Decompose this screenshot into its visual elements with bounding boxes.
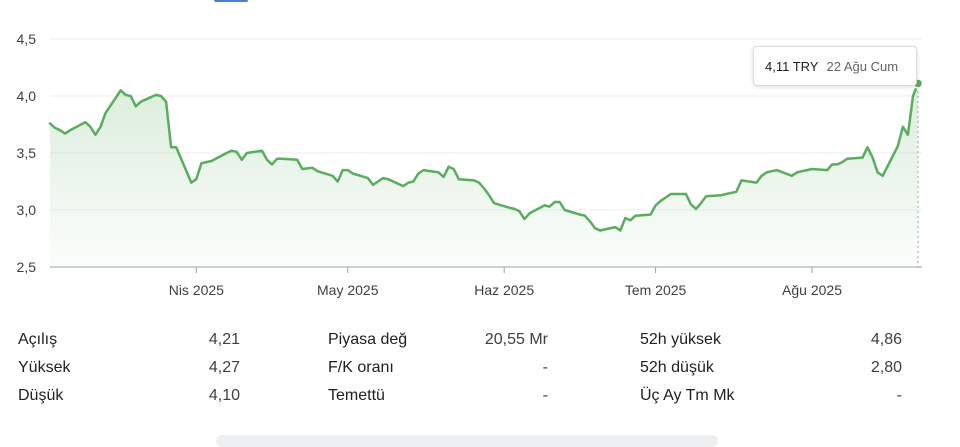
stat-value: 4,27 — [208, 359, 240, 376]
y-tick-label: 2,5 — [17, 259, 37, 275]
x-axis: Nis 2025 May 2025 Haz 2025 Tem 2025 Ağu 2025 — [169, 267, 842, 298]
stats-row: Yüksek 4,27 F/K oranı - 52h düşük 2,80 — [18, 354, 902, 382]
stat-value: - — [542, 387, 548, 404]
stat-label: Yüksek — [18, 359, 71, 376]
stat-52w-low: 52h düşük 2,80 — [640, 359, 902, 377]
y-tick-label: 3,5 — [17, 145, 37, 161]
stat-open: Açılış 4,21 — [18, 331, 240, 349]
stats-row: Açılış 4,21 Piyasa değ 20,55 Mr 52h yüksek… — [18, 326, 902, 354]
y-tick-label: 3,0 — [17, 202, 37, 218]
stat-pe-ratio: F/K oranı - — [328, 359, 548, 377]
top-tab-indicator — [214, 0, 248, 2]
x-tick-label: Tem 2025 — [625, 282, 687, 298]
stat-value: 20,55 Mr — [484, 331, 548, 348]
stat-low: Düşük 4,10 — [18, 387, 240, 405]
bottom-scroll-bar — [216, 435, 718, 447]
stat-label: Temettü — [328, 387, 385, 404]
stat-dividend: Temettü - — [328, 387, 548, 405]
price-chart[interactable]: 4,5 4,0 3,5 3,0 2,5 Nis 2025 May 2025 Haz 2025… — [0, 0, 960, 300]
stat-high: Yüksek 4,27 — [18, 359, 240, 377]
stat-52w-high: 52h yüksek 4,86 — [640, 331, 902, 349]
price-tooltip: 4,11 TRY 22 Ağu Cum — [753, 46, 917, 86]
x-tick-label: Haz 2025 — [474, 282, 534, 298]
y-tick-label: 4,0 — [17, 88, 37, 104]
stat-value: 2,80 — [870, 359, 902, 376]
stat-value: - — [542, 359, 548, 376]
stat-value: 4,86 — [870, 331, 902, 348]
stat-label: 52h yüksek — [640, 331, 721, 348]
stat-label: Düşük — [18, 387, 64, 404]
stat-market-cap: Piyasa değ 20,55 Mr — [328, 331, 548, 349]
stat-quarterly: Üç Ay Tm Mk - — [640, 387, 902, 405]
price-line — [48, 82, 920, 232]
x-tick-label: May 2025 — [317, 282, 379, 298]
stat-label: Açılış — [18, 331, 58, 348]
stat-value: 4,10 — [208, 387, 240, 404]
stat-value: 4,21 — [208, 331, 240, 348]
price-area — [50, 83, 918, 267]
stat-value: - — [896, 387, 902, 404]
stats-row: Düşük 4,10 Temettü - Üç Ay Tm Mk - — [18, 382, 902, 410]
tooltip-price: 4,11 TRY — [765, 58, 819, 74]
stat-label: Üç Ay Tm Mk — [640, 387, 735, 404]
stat-label: F/K oranı — [328, 359, 394, 376]
tooltip-date: 22 Ağu Cum — [826, 58, 899, 74]
stat-label: 52h düşük — [640, 359, 714, 376]
x-tick-label: Ağu 2025 — [782, 282, 842, 298]
stats-table: Açılış 4,21 Piyasa değ 20,55 Mr 52h yüksek… — [18, 326, 902, 410]
x-tick-label: Nis 2025 — [169, 282, 224, 298]
y-tick-label: 4,5 — [17, 31, 37, 47]
y-axis: 4,5 4,0 3,5 3,0 2,5 — [17, 31, 37, 275]
stat-label: Piyasa değ — [328, 331, 408, 348]
